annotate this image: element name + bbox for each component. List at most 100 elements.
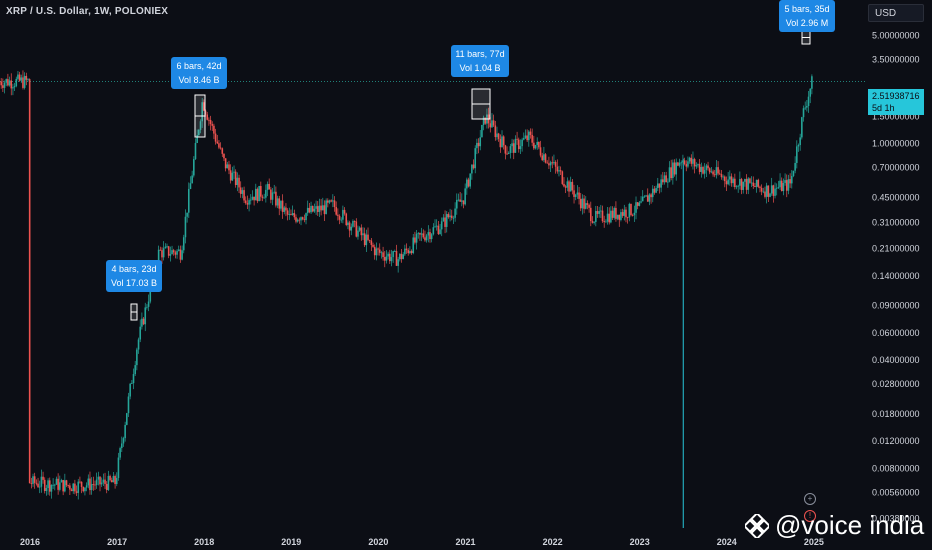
candle-body — [105, 483, 108, 490]
candle-body — [395, 251, 398, 266]
candle-body — [802, 108, 805, 118]
candle-body — [218, 143, 220, 148]
candle-body — [702, 167, 704, 174]
bar-countdown: 5d 1h — [872, 103, 895, 113]
candle-body — [601, 210, 604, 222]
candle-body — [568, 181, 570, 192]
candle-body — [213, 125, 215, 134]
candle-body — [48, 480, 51, 492]
candle-body — [494, 125, 497, 138]
candle-body — [94, 484, 96, 486]
candle-body — [338, 215, 341, 220]
candle-body — [404, 248, 406, 255]
candle-body — [208, 119, 210, 121]
candle-body — [734, 178, 736, 188]
watermark-text: @voice india — [775, 510, 925, 540]
candle-body — [80, 481, 83, 487]
candle-body — [394, 251, 396, 252]
range-callout-2017[interactable]: 4 bars, 23d Vol 17.03 B — [106, 260, 162, 292]
candle-body — [690, 157, 693, 164]
candle-body — [37, 483, 39, 488]
candle-body — [551, 162, 554, 164]
candle-body — [715, 167, 718, 175]
candle-body — [216, 141, 219, 144]
candle-body — [517, 139, 520, 150]
candle-body — [300, 217, 302, 221]
candle-body — [610, 210, 612, 223]
candle-body — [464, 188, 466, 205]
candle-body — [28, 79, 31, 484]
candle-body — [397, 259, 399, 266]
candle-body — [370, 240, 373, 245]
range-bracket — [801, 30, 811, 45]
currency-selector[interactable]: USD — [868, 4, 924, 22]
range-callout-2024[interactable]: 5 bars, 35d Vol 2.96 M — [779, 0, 835, 32]
y-tick-label: 0.70000000 — [872, 163, 920, 173]
candle-body — [790, 176, 793, 184]
candle-body — [616, 214, 619, 219]
candle-body — [375, 248, 378, 256]
candle-body — [750, 182, 753, 184]
candle-body — [566, 181, 569, 188]
candle-body — [231, 172, 234, 181]
candle-body — [141, 318, 143, 327]
candle-body — [474, 148, 477, 169]
candle-body — [583, 198, 585, 209]
candle-body — [509, 146, 512, 153]
candle-body — [445, 214, 448, 227]
candle-body — [136, 349, 138, 366]
candle-body — [327, 200, 329, 203]
plus-icon[interactable]: + — [804, 493, 816, 505]
candle-body — [553, 162, 555, 164]
range-callout-2021[interactable]: 11 bars, 77d Vol 1.04 B — [451, 45, 509, 77]
candle-body — [434, 226, 436, 228]
candle-body — [729, 176, 731, 180]
y-tick-label: 0.02800000 — [872, 379, 920, 389]
range-callout-2018[interactable]: 6 bars, 42d Vol 8.46 B — [171, 57, 227, 89]
candle-body — [780, 180, 783, 192]
candle-body — [695, 165, 698, 167]
alert-icon[interactable]: ! — [804, 510, 816, 522]
candle-body — [27, 79, 29, 80]
candle-body — [340, 219, 343, 221]
candle-body — [459, 199, 461, 202]
candle-body — [248, 200, 250, 205]
candle-body — [182, 237, 185, 251]
candle-body — [450, 215, 453, 218]
candle-body — [337, 214, 339, 216]
candle-body — [92, 484, 95, 485]
candle-body — [211, 124, 214, 126]
candle-body — [529, 131, 532, 135]
candle-body — [20, 77, 23, 81]
candle-body — [410, 251, 413, 254]
candle-body — [22, 77, 24, 88]
candle-body — [725, 181, 728, 185]
candle-body — [414, 237, 416, 243]
candle-body — [119, 448, 121, 458]
candle-body — [278, 198, 281, 209]
candle-body — [75, 491, 78, 493]
candle-body — [785, 180, 788, 191]
x-tick-label: 2017 — [107, 537, 127, 547]
candle-body — [432, 227, 435, 235]
candle-body — [502, 136, 505, 146]
candle-body — [89, 478, 91, 491]
candle-body — [352, 221, 354, 227]
callout-bars: 4 bars, 23d — [111, 264, 157, 274]
candle-body — [415, 233, 418, 243]
candle-body — [806, 106, 808, 108]
candle-body — [343, 209, 346, 214]
candle-body — [521, 139, 523, 147]
candle-body — [383, 257, 386, 261]
candle-body — [318, 205, 321, 212]
last-price-value: 2.51938716 — [872, 91, 920, 101]
candle-body — [707, 165, 709, 169]
candle-body — [115, 477, 118, 485]
candle-body — [392, 251, 394, 258]
candle-body — [412, 237, 415, 254]
candle-body — [23, 75, 26, 88]
candle-body — [538, 141, 540, 148]
candle-body — [516, 138, 518, 140]
candle-body — [199, 121, 202, 130]
